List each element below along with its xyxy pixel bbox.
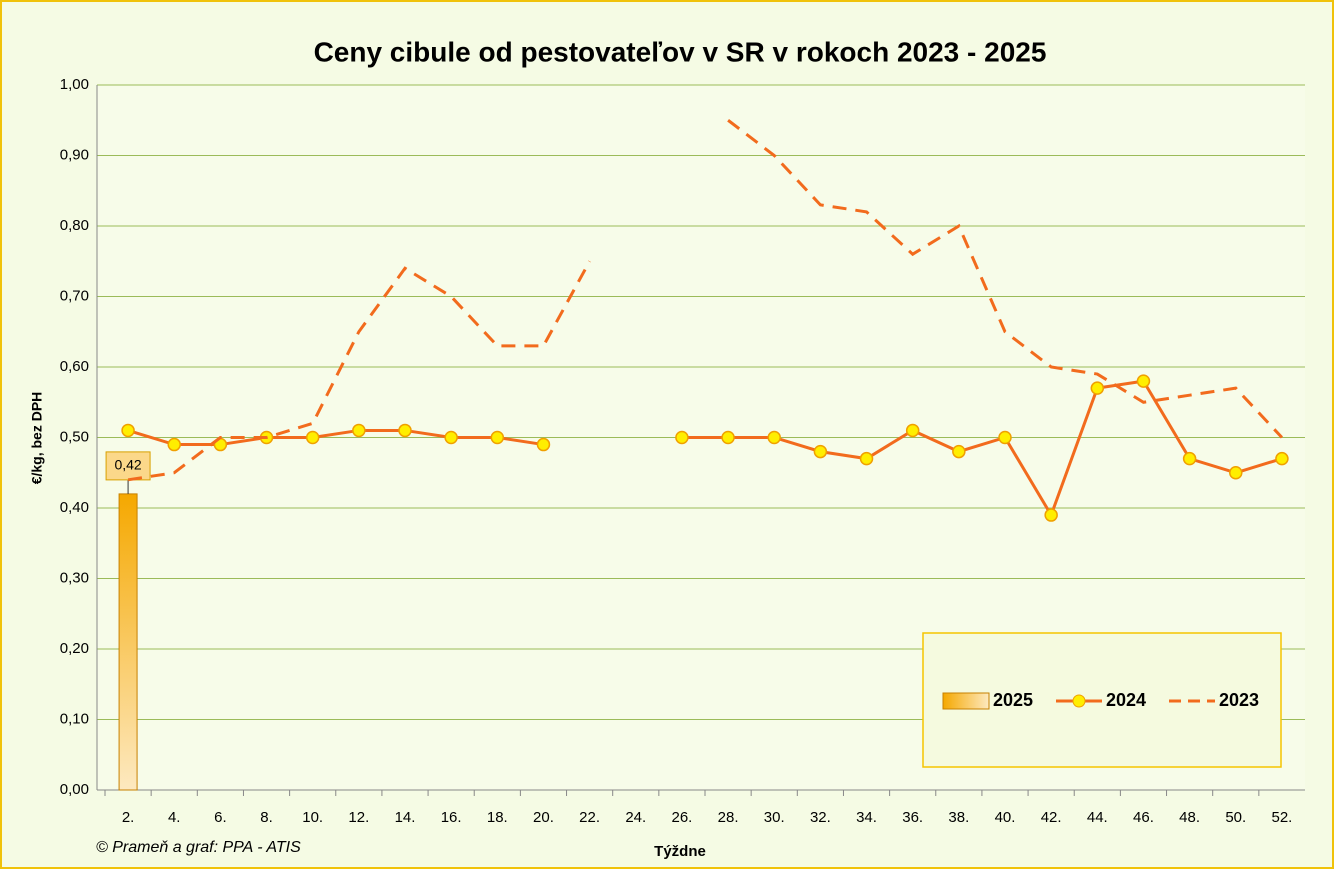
line-marker (813, 444, 828, 459)
legend-entry: 2024 (1056, 690, 1146, 710)
legend-entry: 2025 (942, 690, 1033, 710)
line-marker (767, 430, 781, 445)
line-marker (1090, 381, 1105, 395)
line-marker (1136, 374, 1151, 388)
x-tick-label: 42. (1041, 809, 1062, 826)
y-tick-label: 0,30 (60, 569, 89, 586)
x-tick-label: 20. (533, 809, 554, 826)
y-tick-label: 1,00 (60, 76, 89, 93)
line-marker (1044, 508, 1058, 522)
x-tick-label: 28. (718, 809, 739, 826)
line-marker (905, 423, 920, 438)
x-tick-label: 16. (441, 809, 462, 826)
x-tick-label: 10. (302, 809, 323, 826)
legend-entry: 2023 (1169, 690, 1259, 710)
x-tick-label: 32. (810, 809, 831, 826)
x-tick-label: 36. (902, 809, 923, 826)
legend-swatch (942, 692, 990, 710)
x-tick-label: 34. (856, 809, 877, 826)
x-tick-label: 18. (487, 809, 508, 826)
x-tick-label: 26. (671, 809, 692, 826)
x-tick-label: 46. (1133, 809, 1154, 826)
x-tick-label: 6. (214, 809, 227, 826)
line-marker (444, 430, 458, 445)
line-marker (536, 437, 551, 452)
line-marker (998, 430, 1012, 445)
line-marker (398, 423, 412, 438)
y-tick-label: 0,40 (60, 499, 89, 516)
line-marker (859, 451, 874, 466)
y-tick-label: 0,20 (60, 640, 89, 657)
x-tick-label: 24. (625, 809, 646, 826)
line-marker (721, 430, 735, 445)
line-marker (352, 423, 366, 438)
x-tick-label: 4. (168, 809, 181, 826)
y-tick-label: 0,00 (60, 781, 89, 798)
line-marker (167, 437, 181, 452)
x-tick-label: 12. (348, 809, 369, 826)
x-axis-title: Týždne (654, 843, 706, 860)
y-axis-title: €/kg, bez DPH (29, 392, 45, 485)
y-tick-label: 0,70 (60, 287, 89, 304)
x-tick-label: 30. (764, 809, 785, 826)
line-marker (952, 444, 966, 459)
source-note: © Prameň a graf: PPA - ATIS (96, 839, 301, 856)
line-marker (490, 430, 505, 445)
x-tick-label: 40. (995, 809, 1016, 826)
y-tick-label: 0,10 (60, 710, 89, 727)
y-tick-label: 0,90 (60, 146, 89, 163)
legend-label: 2025 (993, 690, 1033, 710)
value-label: 0,42 (114, 457, 141, 473)
x-tick-label: 22. (579, 809, 600, 826)
line-marker (1275, 451, 1289, 466)
x-tick-label: 44. (1087, 809, 1108, 826)
y-tick-label: 0,60 (60, 358, 89, 375)
legend-label: 2023 (1219, 690, 1259, 710)
line-series (127, 119, 1284, 482)
line-marker (305, 430, 320, 445)
x-tick-label: 52. (1271, 809, 1292, 826)
value-label-box (105, 451, 151, 481)
chart-title: Ceny cibule od pestovateľov v SR v rokoc… (314, 36, 1047, 67)
line-marker (1229, 466, 1243, 480)
x-tick-label: 50. (1225, 809, 1246, 826)
line-series (127, 379, 1283, 519)
legend-label: 2024 (1106, 690, 1146, 710)
legend-marker (1072, 694, 1086, 708)
x-tick-label: 38. (948, 809, 969, 826)
bar (118, 493, 138, 791)
x-tick-label: 14. (395, 809, 416, 826)
line-marker (1182, 451, 1197, 466)
line-marker (675, 430, 689, 445)
line-marker (121, 423, 135, 438)
y-tick-label: 0,50 (60, 428, 89, 445)
x-tick-label: 48. (1179, 809, 1200, 826)
x-tick-label: 8. (260, 809, 273, 826)
y-tick-label: 0,80 (60, 217, 89, 234)
x-tick-label: 2. (122, 809, 135, 826)
